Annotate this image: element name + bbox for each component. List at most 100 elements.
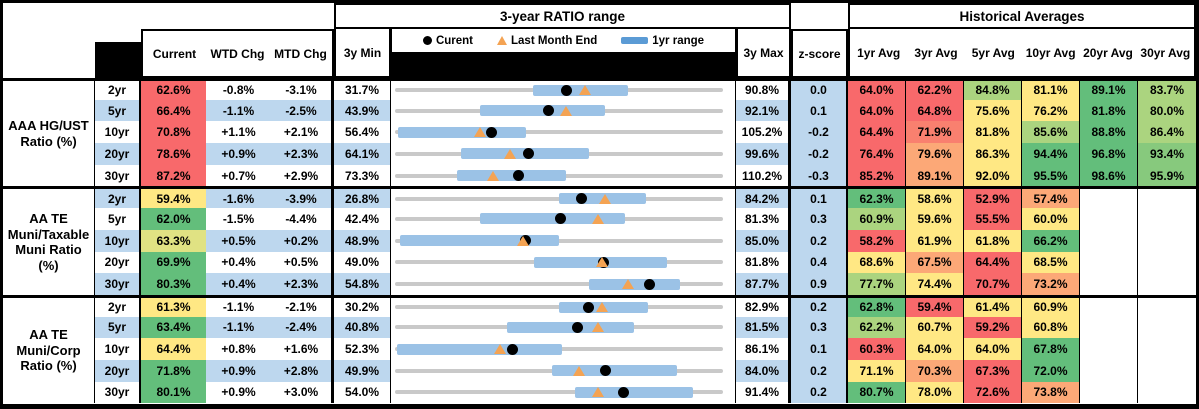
avg-value: 60.3% [848,338,906,360]
range-track [395,238,723,243]
current-dot-icon [422,36,432,45]
avg-value: 59.4% [906,294,964,317]
tenor-label: 10yr [95,121,141,144]
range-plot [395,317,723,339]
range-max-value: 86.1% [736,338,791,360]
range-chart [391,78,736,100]
one-year-range-bar [396,343,563,355]
current-value: 63.3% [141,229,206,252]
avg-value [1080,359,1138,382]
avg-value: 70.7% [964,273,1022,295]
wtd-chg-value: +0.9% [206,381,271,404]
current-value: 70.8% [141,121,206,144]
mtd-chg-value: -3.1% [271,78,334,100]
wtd-chg-value: +0.8% [206,338,271,360]
avg-value: 64.0% [848,78,906,100]
z-score-value: 0.2 [791,381,848,404]
col-20yr-avg: 20yr Avg [1083,45,1133,60]
range-chart [391,186,736,209]
one-year-range-bar [480,213,625,225]
current-value: 66.4% [141,99,206,122]
range-max-value: 110.2% [736,164,791,187]
range-min-value: 48.9% [334,229,391,252]
group-label: AAA HG/UST Ratio (%) [3,78,95,187]
range-chart [391,273,736,295]
tenor-label: 2yr [95,78,141,100]
col-wtd-chg: WTD Chg [210,46,265,61]
legend-current-label: Curent [435,34,474,47]
range-chart [391,294,736,317]
range-min-value: 49.9% [334,359,391,382]
z-score-value: 0.2 [791,359,848,382]
range-max-value: 81.3% [736,208,791,230]
mtd-chg-value: +2.9% [271,164,334,187]
chart-legend: Curent Last Month End 1yr range [392,31,735,50]
current-marker [542,105,554,117]
avg-value: 64.8% [906,99,964,122]
tenor-label: 2yr [95,294,141,317]
range-min-value: 49.0% [334,251,391,274]
avg-value: 81.8% [1080,99,1138,122]
col-current: Current [152,46,197,61]
current-marker [600,365,612,377]
avg-value: 61.4% [964,294,1022,317]
avg-value [1138,186,1196,209]
avg-value: 64.0% [906,338,964,360]
one-year-range-bar [398,126,527,138]
range-chart [391,316,736,339]
current-value: 69.9% [141,251,206,274]
avg-value: 60.9% [848,208,906,230]
current-value: 80.1% [141,381,206,404]
range-min-value: 54.8% [334,273,391,295]
one-year-range-bar [506,321,635,333]
wtd-chg-value: -1.1% [206,294,271,317]
mtd-chg-value: +3.0% [271,381,334,404]
current-value: 63.4% [141,316,206,339]
avg-value [1080,251,1138,274]
wtd-chg-value: -1.1% [206,316,271,339]
last-month-end-marker [595,302,608,313]
legend-black-bar [392,52,735,78]
range-plot [395,100,723,122]
wtd-chg-value: +0.4% [206,273,271,295]
avg-value [1138,251,1196,274]
last-month-end-marker [595,257,608,268]
range-min-value: 31.7% [334,78,391,100]
avg-value: 73.8% [1022,381,1080,404]
z-score-value: -0.2 [791,121,848,144]
last-month-end-marker [516,235,529,246]
avg-value: 58.2% [848,229,906,252]
current-marker [583,301,595,313]
current-value: 62.0% [141,208,206,230]
range-plot [395,382,723,404]
legend-range-label: 1yr range [652,34,705,47]
range-chart [391,99,736,122]
range-plot [395,273,723,295]
z-score-value: -0.2 [791,143,848,165]
range-chart [391,381,736,404]
range-min-value: 54.0% [334,381,391,404]
header-spacer-grouplabel [3,29,95,78]
avg-value [1080,316,1138,339]
mtd-chg-value: +0.5% [271,251,334,274]
avg-value: 71.1% [848,359,906,382]
avg-value: 81.1% [1022,78,1080,100]
avg-value: 62.2% [848,316,906,339]
avg-value: 57.4% [1022,186,1080,209]
last-month-end-marker [474,127,487,138]
tenor-label: 30yr [95,164,141,187]
last-month-end-marker [503,148,516,159]
col-3yr-avg: 3yr Avg [914,45,958,60]
tenor-label: 20yr [95,359,141,382]
wtd-chg-value: -1.5% [206,208,271,230]
wtd-chg-value: +0.4% [206,251,271,274]
col-5yr-avg: 5yr Avg [971,45,1015,60]
range-max-value: 81.8% [736,251,791,274]
last-month-end-marker [592,387,605,398]
avg-value: 73.2% [1022,273,1080,295]
avg-value: 59.2% [964,316,1022,339]
avg-value: 62.8% [848,294,906,317]
range-track [395,282,723,287]
z-score-value: 0.2 [791,294,848,317]
avg-value: 61.8% [964,229,1022,252]
